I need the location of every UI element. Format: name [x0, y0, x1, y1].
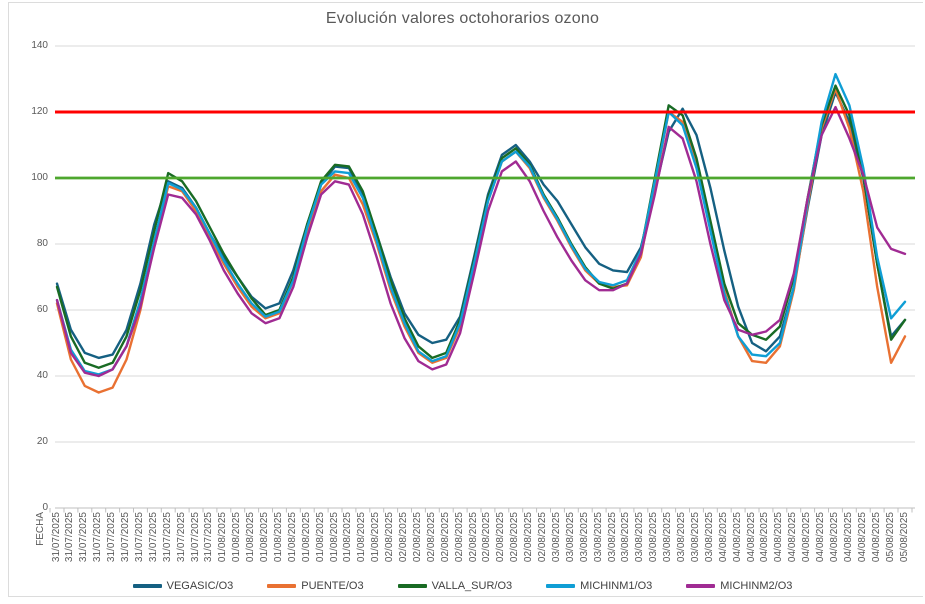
x-axis-tick-label: 03/08/2025 — [634, 512, 646, 563]
series-line-valla-sur-o3 — [55, 84, 907, 369]
x-axis-tick-label: 31/07/2025 — [120, 512, 131, 563]
x-axis-tick-label: 03/08/2025 — [550, 512, 562, 563]
x-axis-tick-label: 01/08/2025 — [314, 512, 326, 563]
legend-item-vegasic-o3: VEGASIC/O3 — [132, 580, 234, 592]
x-axis-tick-label: 03/08/2025 — [703, 512, 715, 563]
x-axis-tick-label: 02/08/2025 — [537, 512, 549, 563]
x-axis-tick-label: 31/07/2025 — [50, 512, 62, 563]
y-axis-tick-label: 80 — [36, 238, 48, 249]
x-axis-tick-label: 04/08/2025 — [745, 512, 757, 563]
x-axis-tick-label: 31/07/2025 — [189, 512, 201, 563]
x-axis-tick-label: 04/08/2025 — [801, 512, 813, 563]
x-axis-tick-label: 02/08/2025 — [425, 512, 437, 563]
legend-item-puente-o3: PUENTE/O3 — [267, 580, 364, 592]
x-axis-tick-label: 05/08/2025 — [884, 512, 896, 563]
legend-item-valla-sur-o3: VALLA_SUR/O3 — [397, 580, 513, 592]
y-axis-tick-label: 100 — [31, 172, 48, 183]
x-axis-tick-label: 05/08/2025 — [898, 512, 910, 563]
x-axis-tick-label: 02/08/2025 — [398, 512, 410, 563]
x-axis-tick-label: 04/08/2025 — [815, 512, 827, 563]
x-axis-tick-label: 31/07/2025 — [64, 512, 76, 563]
legend-label: MICHINM1/O3 — [580, 580, 653, 592]
x-axis-tick-label: 04/08/2025 — [870, 512, 882, 563]
x-axis-tick-label: 01/08/2025 — [356, 512, 368, 563]
x-axis-tick-label: 03/08/2025 — [606, 512, 618, 563]
x-axis-tick-label: 02/08/2025 — [384, 512, 396, 563]
x-axis-tick-label: 01/08/2025 — [328, 512, 340, 563]
x-axis-tick-label: 02/08/2025 — [523, 512, 535, 563]
x-axis-tick-label: 03/08/2025 — [662, 512, 674, 563]
x-axis-tick-label: 04/08/2025 — [717, 512, 729, 563]
x-axis-tick-label: 01/08/2025 — [342, 512, 354, 563]
legend-item-michinm2-o3: MICHINM2/O3 — [686, 580, 792, 592]
x-axis-tick-label: 04/08/2025 — [828, 512, 840, 563]
x-axis-tick-label: 02/08/2025 — [495, 512, 507, 563]
x-axis-tick-label: 04/08/2025 — [787, 512, 799, 563]
chart-legend: VEGASIC/O3 PUENTE/O3 VALLA_SUR/O3 MICHINM1/… — [0, 576, 925, 596]
series-line-michinm1-o3 — [55, 72, 907, 376]
legend-swatch-michinm1-o3 — [546, 584, 576, 588]
x-axis-tick-label: 31/07/2025 — [175, 512, 187, 563]
legend-label: VALLA_SUR/O3 — [431, 580, 513, 592]
x-axis-tick-label: 31/07/2025 — [133, 512, 145, 563]
x-axis-tick-label: 01/08/2025 — [286, 512, 298, 563]
y-axis-tick-label: 40 — [36, 370, 48, 381]
x-axis-tick-label: 02/08/2025 — [481, 512, 493, 563]
x-axis-title: FECHA — [35, 512, 46, 546]
y-axis-tick-label: 120 — [31, 106, 48, 117]
x-axis-tick-label: 03/08/2025 — [689, 512, 701, 563]
x-axis-tick-label: 02/08/2025 — [439, 512, 451, 563]
x-axis-tick-label: 02/08/2025 — [509, 512, 521, 563]
legend-label: MICHINM2/O3 — [720, 580, 793, 592]
x-axis-tick-label: 04/08/2025 — [773, 512, 785, 563]
chart-title: Evolución valores octohorarios ozono — [325, 10, 600, 27]
x-axis-tick-label: 04/08/2025 — [842, 512, 854, 563]
x-axis-tick-label: 01/08/2025 — [231, 512, 243, 563]
y-axis-tick-label: 60 — [36, 304, 48, 315]
x-axis-tick-label: 04/08/2025 — [856, 512, 868, 563]
x-axis-tick-label: 01/08/2025 — [272, 512, 284, 563]
legend-label: VEGASIC/O3 — [166, 580, 234, 592]
series-line-michinm2-o3 — [55, 105, 907, 378]
x-axis-tick-label: 04/08/2025 — [731, 512, 743, 563]
x-axis-tick-label: 01/08/2025 — [217, 512, 229, 563]
x-axis-tick-label: 02/08/2025 — [453, 512, 465, 563]
x-axis-tick-label: 31/07/2025 — [78, 512, 90, 563]
x-axis-tick-label: 02/08/2025 — [467, 512, 479, 563]
x-axis-tick-label: 31/07/2025 — [92, 512, 104, 563]
x-axis-tick-label: 31/07/2025 — [147, 512, 159, 563]
y-axis-tick-label: 20 — [36, 436, 48, 447]
x-axis-tick-label: 02/08/2025 — [411, 512, 423, 563]
x-axis-tick-label: 01/08/2025 — [370, 512, 382, 563]
legend-swatch-vegasic-o3 — [132, 584, 162, 588]
x-axis-tick-label: 03/08/2025 — [620, 512, 632, 563]
x-axis-tick-label: 01/08/2025 — [245, 512, 257, 563]
legend-swatch-puente-o3 — [267, 584, 297, 588]
x-axis-tick-label: 31/07/2025 — [106, 512, 118, 563]
x-axis-tick-label: 03/08/2025 — [578, 512, 590, 563]
x-axis-tick-label: 01/08/2025 — [259, 512, 271, 563]
legend-swatch-valla-sur-o3 — [397, 584, 427, 588]
x-axis-tick-label: 03/08/2025 — [648, 512, 660, 563]
x-axis-tick-label: 04/08/2025 — [759, 512, 771, 563]
x-axis-tick-label: 01/08/2025 — [300, 512, 312, 563]
x-axis-tick-label: 31/07/2025 — [203, 512, 215, 563]
x-axis-tick-label: 03/08/2025 — [592, 512, 604, 563]
y-axis-tick-label: 0 — [42, 502, 48, 513]
y-axis-tick-label: 140 — [31, 40, 48, 51]
x-axis-tick-label: 03/08/2025 — [564, 512, 576, 563]
legend-item-michinm1-o3: MICHINM1/O3 — [546, 580, 652, 592]
x-axis-tick-label: 03/08/2025 — [676, 512, 688, 563]
x-axis-tick-label: 31/07/2025 — [161, 512, 173, 563]
legend-label: PUENTE/O3 — [301, 580, 364, 592]
legend-swatch-michinm2-o3 — [686, 584, 716, 588]
